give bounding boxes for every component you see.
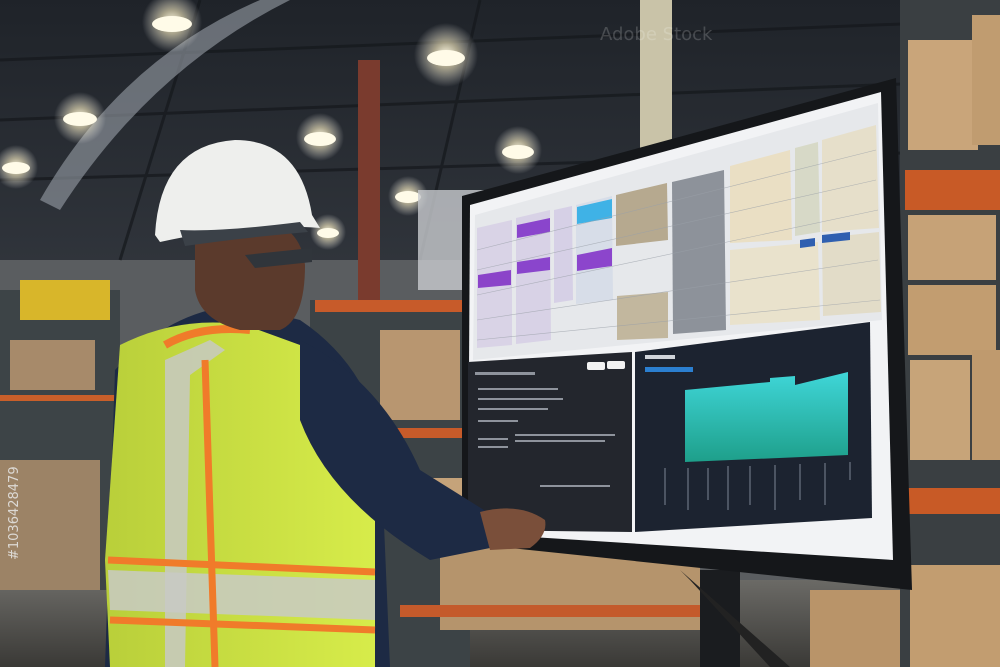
watermark: Adobe Stock #1036428479: [7, 24, 713, 560]
table-rows: [476, 149, 881, 341]
duct: [40, 0, 290, 210]
head: [195, 215, 305, 330]
button: [587, 362, 605, 370]
worker: [105, 140, 546, 667]
panel-text-lines: [475, 372, 615, 487]
watermark-id: #1036428479: [7, 466, 22, 560]
panel-title-bar: [645, 355, 675, 359]
hat-strap: [180, 222, 308, 246]
chart-ticks: [664, 462, 851, 510]
ceiling-lights: [0, 0, 542, 250]
legend-pill: [645, 367, 693, 372]
arm: [300, 340, 505, 560]
column: [640, 0, 672, 150]
hard-hat: [155, 140, 320, 242]
left-shelving: [0, 280, 120, 590]
watermark-brand: Adobe Stock: [600, 24, 713, 45]
table-columns: [477, 125, 881, 348]
teal-area: [685, 372, 848, 462]
glasses: [245, 248, 312, 268]
hand: [480, 508, 546, 550]
monitor: [462, 78, 912, 590]
button: [607, 361, 625, 369]
right-shelving: [810, 0, 1000, 667]
column: [358, 60, 380, 320]
monitor-stand: [680, 570, 790, 667]
reflective-stripe: [108, 570, 375, 620]
